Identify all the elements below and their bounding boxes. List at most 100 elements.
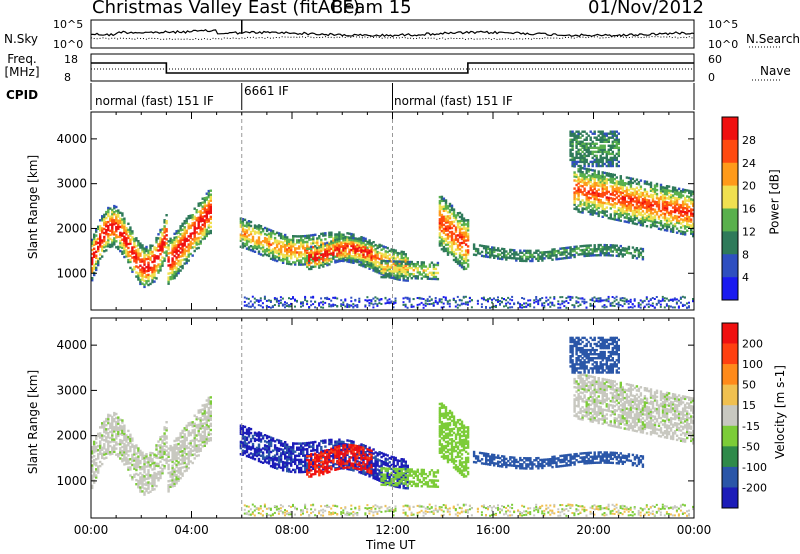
power-cell: [665, 219, 669, 222]
power-cell: [599, 132, 602, 135]
power-cell: [392, 301, 395, 304]
power-cell: [609, 217, 612, 220]
power-cell: [573, 136, 576, 139]
power-cell: [151, 278, 154, 282]
velocity-cell: [143, 469, 146, 472]
power-cell: [581, 166, 584, 170]
power-cell: [663, 224, 667, 228]
power-cell: [639, 303, 642, 306]
power-cell: [611, 146, 614, 149]
power-cell: [193, 239, 196, 243]
power-cell: [155, 238, 158, 242]
power-cell: [629, 215, 633, 218]
power-cell: [358, 297, 361, 300]
velocity-cell: [105, 450, 108, 453]
power-cell: [352, 251, 355, 254]
power-cell: [633, 212, 637, 215]
velocity-cell: [123, 426, 126, 429]
power-cell: [446, 215, 450, 218]
velocity-cell: [151, 462, 154, 465]
power-cell: [557, 257, 560, 261]
power-cell: [462, 221, 466, 224]
power-cell: [187, 243, 190, 246]
power-cell: [639, 299, 642, 302]
velocity-cell: [91, 452, 94, 455]
power-cell: [193, 241, 196, 245]
power-cell: [193, 245, 196, 249]
power-cell: [466, 303, 469, 306]
power-cell: [133, 243, 136, 247]
power-cell: [688, 199, 691, 203]
power-cell: [464, 231, 468, 234]
power-cell: [312, 303, 315, 306]
power-cell: [398, 264, 401, 267]
power-cell: [589, 168, 592, 172]
power-cell: [589, 204, 592, 208]
power-cell: [161, 246, 164, 249]
power-cell: [412, 273, 415, 276]
power-cell: [663, 200, 667, 204]
velocity-cell: [135, 458, 138, 461]
power-cell: [290, 240, 293, 244]
power-cell: [593, 199, 596, 203]
power-cell: [551, 303, 554, 306]
power-cell: [657, 201, 661, 204]
power-cell: [460, 253, 464, 257]
power-cell: [113, 219, 116, 222]
power-cell: [300, 255, 303, 258]
velocity-cell: [113, 438, 116, 441]
power-cell: [641, 222, 645, 225]
power-cell: [269, 306, 272, 309]
velocity-cell: [139, 486, 142, 489]
power-cell: [593, 130, 596, 133]
power-cell: [603, 156, 606, 160]
power-cell: [275, 297, 278, 300]
power-cell: [362, 239, 365, 242]
power-cell: [374, 248, 377, 251]
power-cell: [438, 298, 441, 301]
power-cell: [199, 240, 202, 243]
power-cell: [304, 255, 307, 258]
power-cell: [277, 256, 281, 259]
power-cell: [605, 152, 608, 156]
power-cell: [179, 261, 182, 264]
power-cell: [577, 136, 580, 139]
power-cell: [318, 237, 321, 240]
power-cell: [645, 210, 649, 214]
power-cell: [107, 243, 110, 246]
power-cell: [617, 142, 620, 145]
power-cell: [201, 229, 204, 233]
power-cell: [394, 266, 397, 269]
power-cell: [513, 255, 516, 258]
power-cell: [603, 185, 606, 189]
power-cell: [432, 301, 435, 304]
power-cell: [271, 254, 275, 257]
power-cell: [505, 304, 508, 307]
power-cell: [559, 257, 562, 260]
power-cell: [155, 236, 158, 240]
power-cell: [374, 296, 377, 299]
power-cell: [364, 246, 367, 249]
velocity-cell: [109, 444, 112, 448]
power-cell: [159, 249, 162, 252]
power-cell: [493, 248, 496, 251]
power-cell: [269, 233, 273, 236]
power-cell: [597, 184, 600, 187]
power-cell: [611, 191, 614, 194]
power-cell: [583, 252, 586, 256]
power-cell: [197, 224, 200, 228]
velocity-cell: [115, 427, 118, 430]
power-cell: [615, 134, 618, 137]
power-cell: [360, 259, 363, 262]
power-cell: [681, 210, 685, 213]
power-cell: [511, 299, 514, 302]
power-cell: [380, 252, 383, 255]
power-cell: [569, 250, 572, 253]
power-cell: [207, 200, 210, 203]
power-cell: [677, 209, 681, 213]
power-cell: [143, 283, 146, 286]
power-cell: [587, 204, 590, 207]
power-cell: [298, 245, 301, 248]
velocity-cell: [145, 481, 148, 485]
power-cell: [326, 298, 329, 300]
